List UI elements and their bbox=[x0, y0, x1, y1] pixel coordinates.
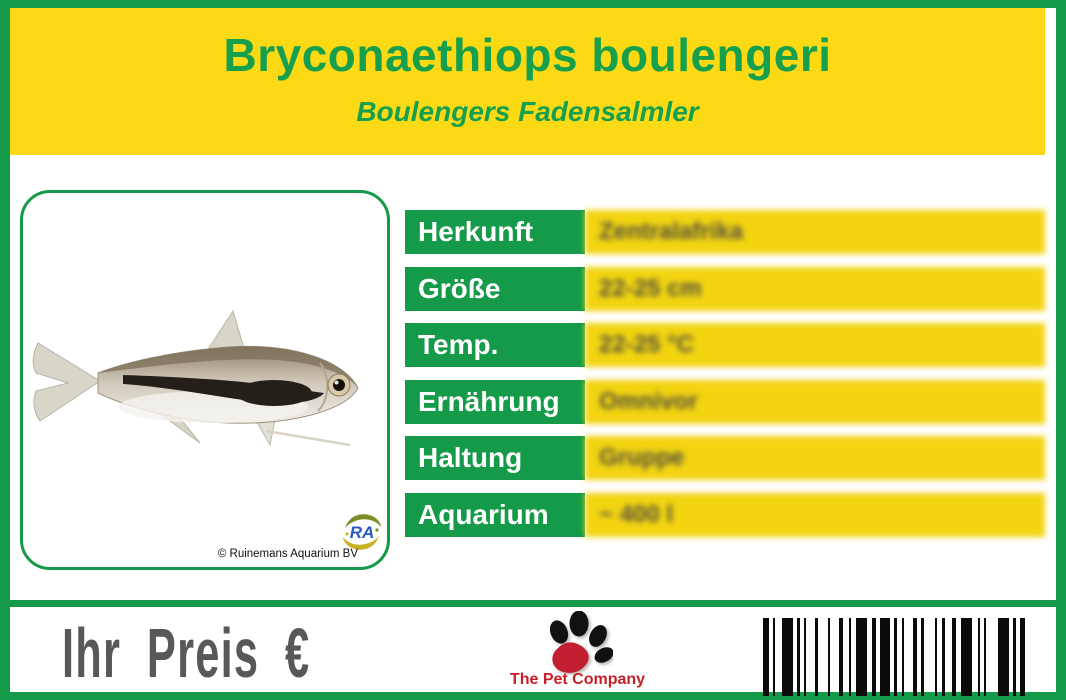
barcode-space bbox=[986, 618, 998, 696]
row-label-groesse: Größe bbox=[405, 266, 585, 311]
row-value-temp: 22-25 °C bbox=[585, 323, 1045, 367]
barcode-bar bbox=[849, 618, 851, 696]
barcode-bar bbox=[797, 618, 800, 696]
row-value-haltung: Gruppe bbox=[585, 436, 1045, 480]
barcode-bar bbox=[828, 618, 830, 696]
main-area: RA © Ruinemans Aquarium BV Herkunft Zent… bbox=[10, 155, 1056, 600]
species-info-table: Herkunft Zentralafrika Größe 22-25 cm Te… bbox=[405, 155, 1045, 600]
pet-company-logo: The Pet Company bbox=[505, 609, 650, 692]
species-scientific-name: Bryconaethiops boulengeri bbox=[223, 29, 832, 81]
row-label-haltung: Haltung bbox=[405, 436, 585, 480]
barcode-bar bbox=[894, 618, 897, 696]
ra-monogram: RA bbox=[350, 523, 375, 542]
species-common-name: Boulengers Fadensalmler bbox=[356, 96, 699, 127]
barcode-bar bbox=[839, 618, 843, 696]
brand-name: The Pet Company bbox=[509, 671, 646, 688]
table-row: Temp. 22-25 °C bbox=[405, 323, 1045, 367]
barcode-bar bbox=[961, 618, 972, 696]
barcode bbox=[763, 618, 1031, 696]
card-inner: Bryconaethiops boulengeri Boulengers Fad… bbox=[10, 8, 1056, 696]
row-label-temp: Temp. bbox=[405, 323, 585, 367]
barcode-bar bbox=[804, 618, 806, 696]
table-row: Herkunft Zentralafrika bbox=[405, 210, 1045, 254]
barcode-space bbox=[924, 618, 935, 696]
footer-area: Ihr Preis € The Pet Company bbox=[10, 607, 1056, 696]
header-banner: Bryconaethiops boulengeri Boulengers Fad… bbox=[10, 8, 1045, 155]
footer-divider bbox=[10, 600, 1056, 607]
row-label-aquarium: Aquarium bbox=[405, 492, 585, 537]
fish-photo-frame: RA © Ruinemans Aquarium BV bbox=[20, 190, 390, 570]
barcode-space bbox=[830, 618, 839, 696]
row-value-ernaehrung: Omnivor bbox=[585, 379, 1045, 424]
barcode-space bbox=[904, 618, 913, 696]
barcode-bar bbox=[998, 618, 1009, 696]
barcode-space bbox=[945, 618, 952, 696]
barcode-bar bbox=[880, 618, 890, 696]
barcode-bar bbox=[872, 618, 876, 696]
barcode-space bbox=[818, 618, 828, 696]
table-row: Aquarium ~ 400 l bbox=[405, 492, 1045, 537]
barcode-bar bbox=[1020, 618, 1025, 696]
barcode-bar bbox=[978, 618, 980, 696]
barcode-bar bbox=[856, 618, 867, 696]
table-row: Haltung Gruppe bbox=[405, 436, 1045, 480]
barcode-bar bbox=[913, 618, 917, 696]
barcode-bar bbox=[902, 618, 904, 696]
row-label-herkunft: Herkunft bbox=[405, 210, 585, 254]
barcode-bar bbox=[1013, 618, 1016, 696]
barcode-bar bbox=[773, 618, 775, 696]
paw-print-icon bbox=[549, 611, 613, 673]
row-label-ernaehrung: Ernährung bbox=[405, 379, 585, 424]
photo-credit: © Ruinemans Aquarium BV bbox=[217, 548, 358, 560]
barcode-bar bbox=[942, 618, 945, 696]
ruinemans-aquarium-logo: RA bbox=[340, 510, 384, 554]
row-value-aquarium: ~ 400 l bbox=[585, 492, 1045, 537]
barcode-bar bbox=[782, 618, 793, 696]
row-value-herkunft: Zentralafrika bbox=[585, 210, 1045, 254]
price-label: Ihr Preis € bbox=[62, 614, 311, 692]
barcode-bar bbox=[815, 618, 818, 696]
barcode-bar bbox=[763, 618, 769, 696]
row-value-groesse: 22-25 cm bbox=[585, 266, 1045, 311]
table-row: Ernährung Omnivor bbox=[405, 379, 1045, 424]
barcode-bar bbox=[921, 618, 924, 696]
barcode-bar bbox=[984, 618, 986, 696]
fish-image bbox=[32, 309, 359, 447]
barcode-bar bbox=[935, 618, 937, 696]
barcode-space bbox=[775, 618, 782, 696]
barcode-space bbox=[806, 618, 815, 696]
table-row: Größe 22-25 cm bbox=[405, 266, 1045, 311]
barcode-bar bbox=[952, 618, 956, 696]
